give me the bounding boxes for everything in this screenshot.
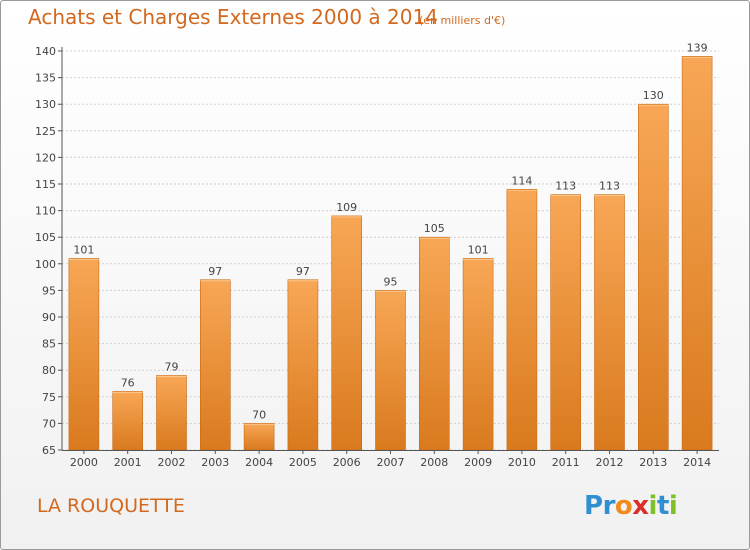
bar: [506, 189, 538, 451]
y-tick-label: 125: [35, 125, 56, 138]
data-label: 109: [336, 201, 357, 214]
y-tick-labels: 65 70 75 80 85 90 95 100 105 110 115 120 125 130 135 14…: [35, 45, 56, 457]
x-tick-label: 2002: [158, 456, 186, 469]
data-label: 139: [687, 41, 708, 54]
data-label: 105: [424, 222, 445, 235]
chart-title: Achats et Charges Externes 2000 à 2014: [28, 5, 438, 29]
logo-letter: o: [614, 491, 633, 521]
y-tick-label: 130: [35, 98, 56, 111]
y-tick-label: 105: [35, 231, 56, 244]
y-tick-label: 65: [42, 444, 56, 457]
data-label: 79: [165, 361, 179, 374]
data-label: 76: [121, 376, 135, 389]
y-tick-label: 110: [35, 205, 56, 218]
x-tick-label: 2008: [420, 456, 448, 469]
x-tick-label: 2011: [552, 456, 580, 469]
bar: [112, 391, 143, 451]
logo-letter: t: [656, 491, 669, 521]
x-tick-label: 2013: [639, 456, 667, 469]
logo-letter: P: [584, 491, 603, 521]
y-tick-label: 140: [35, 45, 56, 58]
x-tick-labels: 2000 2001 2002 2003 2004 2005 2006 2007 2008 2009…: [70, 456, 711, 469]
x-tick-label: 2012: [596, 456, 624, 469]
bar: [200, 279, 231, 451]
y-tick-label: 95: [42, 284, 56, 297]
bar: [594, 194, 625, 451]
y-tick-label: 80: [42, 364, 56, 377]
x-tick-label: 2006: [333, 456, 361, 469]
proxiti-logo: Proxiti: [584, 491, 678, 521]
bar: [331, 215, 363, 451]
x-tick-label: 2007: [377, 456, 405, 469]
commune-name: LA ROUQUETTE: [37, 495, 185, 517]
x-tick-label: 2010: [508, 456, 536, 469]
bar: [637, 103, 669, 451]
chart-unit: (en milliers d'€): [419, 14, 506, 27]
y-tick-label: 120: [35, 151, 56, 164]
x-tick-label: 2000: [70, 456, 98, 469]
x-tick-label: 2004: [245, 456, 273, 469]
x-tick-label: 2014: [683, 456, 711, 469]
data-label: 101: [468, 243, 489, 256]
y-tick-label: 90: [42, 311, 56, 324]
bar: [156, 375, 187, 451]
logo-letter: r: [602, 491, 616, 521]
bar: [681, 56, 713, 451]
y-tick-label: 100: [35, 258, 56, 271]
y-tick-label: 85: [42, 338, 56, 351]
axes: [61, 47, 719, 454]
logo-letter: x: [632, 491, 649, 521]
y-tick-label: 75: [42, 391, 56, 404]
data-label: 97: [208, 265, 222, 278]
data-label: 95: [384, 275, 398, 288]
data-label: 101: [73, 243, 94, 256]
bar: [287, 279, 319, 451]
y-tick-label: 70: [42, 417, 56, 430]
x-tick-label: 2005: [289, 456, 317, 469]
data-label: 113: [599, 180, 620, 193]
bar: [243, 423, 275, 451]
data-label: 70: [252, 408, 266, 421]
bar: [550, 194, 582, 451]
logo-letter: i: [668, 491, 678, 521]
data-labels: 101 76 79 97 70 97 109 95 105 101 114 113 113 130 139: [73, 41, 707, 421]
data-label: 113: [555, 180, 576, 193]
data-label: 130: [643, 89, 664, 102]
data-label: 97: [296, 265, 310, 278]
logo-letter: i: [648, 491, 658, 521]
data-label: 114: [511, 174, 532, 187]
bar: [68, 258, 100, 451]
y-tick-label: 135: [35, 72, 56, 85]
bars: [68, 56, 713, 451]
y-tick-label: 115: [35, 178, 56, 191]
x-tick-label: 2003: [201, 456, 229, 469]
x-tick-label: 2001: [114, 456, 142, 469]
bar: [375, 290, 406, 451]
x-tick-label: 2009: [464, 456, 492, 469]
bar: [418, 236, 450, 451]
bar: [462, 258, 494, 451]
